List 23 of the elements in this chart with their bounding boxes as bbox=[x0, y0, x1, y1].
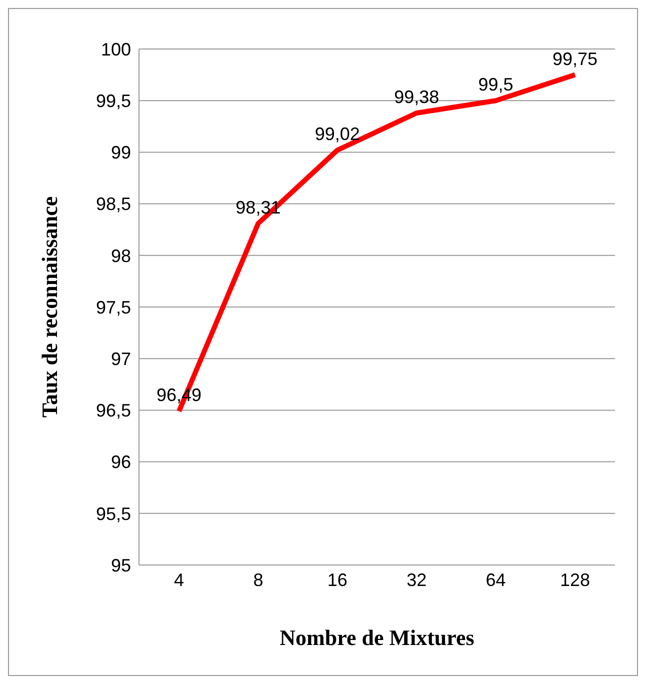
x-tick-label: 4 bbox=[174, 570, 184, 590]
y-tick-label: 95 bbox=[110, 555, 131, 576]
data-label: 99,02 bbox=[314, 124, 360, 144]
y-tick-label: 98 bbox=[110, 246, 131, 266]
x-tick-label: 16 bbox=[327, 570, 348, 590]
y-axis-title: Taux de reconnaissance bbox=[36, 196, 62, 418]
x-tick-label: 64 bbox=[486, 570, 506, 590]
x-tick-label: 32 bbox=[406, 570, 427, 590]
y-tick-label: 98,5 bbox=[96, 194, 131, 214]
y-tick-label: 95,5 bbox=[96, 504, 131, 524]
data-label: 99,75 bbox=[552, 48, 598, 69]
x-tick-label: 128 bbox=[560, 570, 590, 590]
y-tick-label: 97 bbox=[110, 348, 131, 369]
y-tick-label: 96 bbox=[110, 452, 131, 472]
x-tick-label: 8 bbox=[253, 570, 264, 590]
data-label: 99,38 bbox=[394, 86, 440, 107]
x-axis-title: Nombre de Mixtures bbox=[280, 625, 475, 650]
y-tick-label: 99,5 bbox=[96, 90, 131, 111]
y-tick-label: 97,5 bbox=[96, 297, 131, 318]
y-tick-label: 99 bbox=[110, 142, 131, 163]
y-tick-label: 96,5 bbox=[96, 400, 131, 421]
data-label: 99,5 bbox=[478, 74, 514, 95]
y-tick-label: 100 bbox=[100, 39, 131, 60]
